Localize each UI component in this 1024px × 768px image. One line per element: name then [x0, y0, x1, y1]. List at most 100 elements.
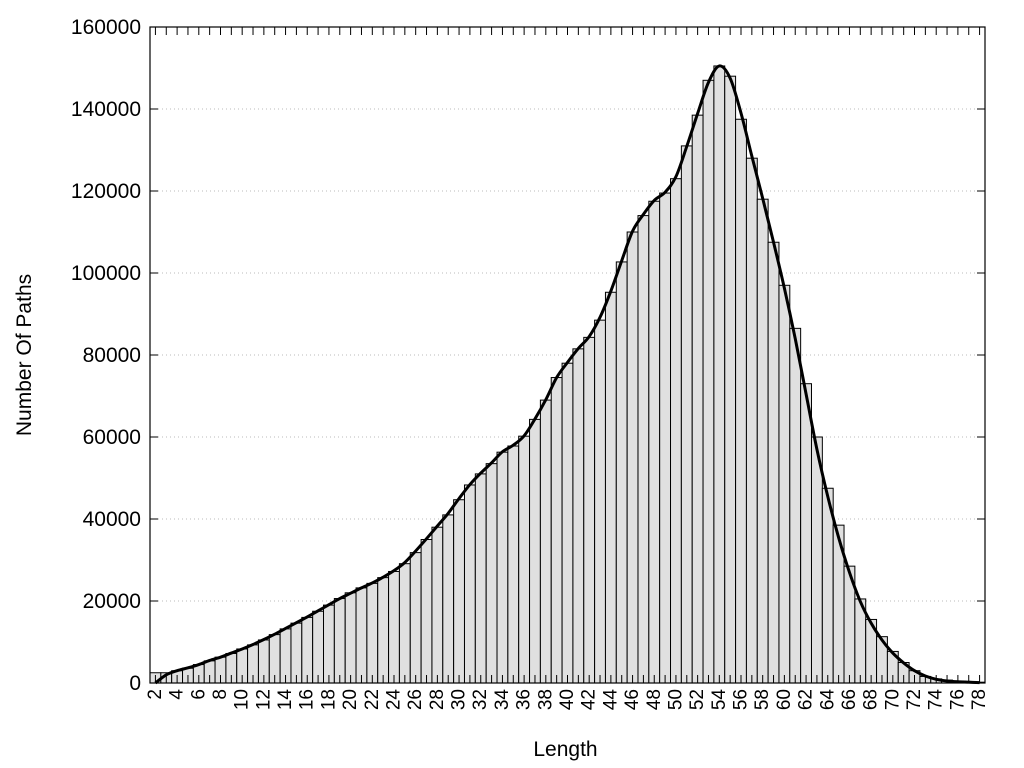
x-tick-label: 4	[167, 689, 188, 700]
bars	[149, 65, 986, 684]
bar	[409, 552, 422, 684]
y-tick-label: 20000	[83, 590, 141, 613]
bar	[767, 241, 780, 684]
x-tick-label: 2	[145, 689, 166, 700]
x-tick-label: 60	[774, 689, 795, 710]
x-tick-label: 30	[449, 689, 470, 710]
bar	[670, 178, 682, 684]
y-tick-label: 160000	[71, 16, 141, 39]
bar	[615, 261, 628, 684]
x-tick-label: 66	[839, 689, 860, 710]
bar	[745, 157, 758, 684]
x-tick-label: 36	[514, 689, 535, 710]
bar	[561, 362, 574, 684]
curve-line	[154, 64, 980, 685]
y-tick-label: 120000	[71, 180, 141, 203]
x-tick-label: 22	[362, 689, 383, 710]
x-axis-ticks: 2 4 6 8 10 12 14 16 18 20 22 24 26 28 30 32 34 36 38 40 42 44…	[145, 27, 990, 710]
bar	[800, 383, 812, 684]
bar	[453, 499, 465, 684]
bar	[713, 65, 726, 684]
bar	[810, 436, 823, 684]
x-tick-label: 38	[535, 689, 556, 710]
x-tick-label: 78	[969, 689, 990, 710]
bar	[355, 587, 368, 684]
x-tick-label: 68	[861, 689, 882, 710]
bar	[312, 610, 325, 684]
bar	[485, 463, 498, 684]
bar	[626, 231, 639, 684]
x-tick-label: 48	[644, 689, 665, 710]
bar	[550, 377, 563, 684]
smoothed-curve	[154, 64, 980, 685]
bar	[778, 284, 791, 684]
x-tick-label: 74	[926, 689, 947, 711]
y-tick-label: 0	[129, 672, 141, 695]
bar	[735, 118, 747, 684]
x-tick-label: 56	[731, 689, 752, 710]
bar	[442, 514, 455, 684]
bar	[518, 435, 531, 684]
bar	[648, 200, 661, 684]
x-tick-label: 26	[405, 689, 426, 710]
x-tick-label: 62	[796, 689, 817, 710]
bar	[821, 487, 834, 684]
bar	[539, 399, 552, 684]
bar	[463, 484, 476, 684]
y-tick-label: 80000	[83, 344, 141, 367]
bar	[333, 598, 346, 684]
bar	[583, 336, 596, 684]
bar	[637, 215, 650, 684]
x-tick-label: 64	[817, 689, 838, 711]
y-tick-label: 140000	[71, 98, 141, 121]
y-tick-label: 40000	[83, 508, 141, 531]
bar	[344, 592, 357, 684]
bar	[594, 319, 606, 684]
bar	[507, 445, 520, 684]
x-tick-label: 12	[253, 689, 274, 710]
x-tick-label: 34	[492, 689, 513, 711]
x-tick-label: 70	[882, 689, 903, 710]
bar	[691, 114, 704, 684]
bar	[789, 327, 802, 684]
x-tick-label: 32	[470, 689, 491, 710]
bar	[420, 539, 433, 684]
x-tick-label: 54	[709, 689, 730, 711]
bar	[377, 577, 390, 684]
bar	[366, 582, 379, 684]
y-axis-title: Number Of Paths	[13, 274, 36, 436]
x-tick-label: 72	[904, 689, 925, 710]
x-tick-label: 58	[752, 689, 773, 710]
bar	[388, 570, 400, 684]
bar	[604, 291, 617, 684]
bar	[301, 616, 314, 684]
x-tick-label: 46	[622, 689, 643, 710]
y-tick-label: 100000	[71, 262, 141, 285]
bar	[702, 79, 715, 684]
y-tick-label: 60000	[83, 426, 141, 449]
bar	[474, 473, 487, 684]
bar	[756, 198, 769, 684]
x-tick-label: 76	[947, 689, 968, 710]
bar	[724, 75, 737, 684]
bar	[290, 622, 303, 684]
bar	[398, 563, 411, 684]
x-tick-label: 14	[275, 689, 296, 711]
bar	[496, 451, 509, 684]
bar	[529, 418, 541, 684]
bar	[323, 604, 335, 684]
x-tick-label: 10	[232, 689, 253, 710]
x-tick-label: 52	[687, 689, 708, 710]
x-tick-label: 16	[297, 689, 318, 710]
x-tick-label: 40	[557, 689, 578, 710]
bar	[680, 145, 693, 684]
x-tick-label: 50	[665, 689, 686, 710]
x-tick-label: 42	[579, 689, 600, 710]
bar	[572, 348, 585, 684]
bar	[431, 526, 444, 684]
x-tick-label: 18	[318, 689, 339, 710]
x-tick-label: 20	[340, 689, 361, 710]
x-tick-label: 28	[427, 689, 448, 710]
